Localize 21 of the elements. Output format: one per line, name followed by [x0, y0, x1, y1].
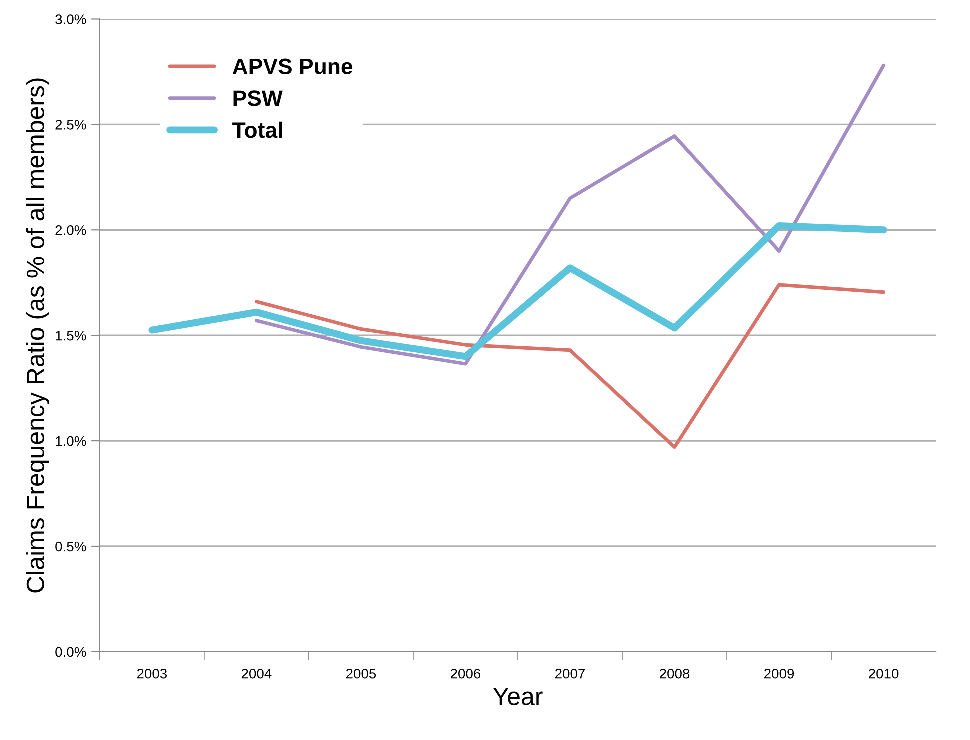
y-tick-label: 1.0% [56, 436, 86, 446]
x-tick-label: 2007 [555, 668, 585, 679]
legend-label: PSW [234, 90, 283, 106]
y-tick-label: 2.5% [56, 120, 86, 130]
x-tick-label: 2008 [660, 668, 690, 679]
y-tick-label: 2.0% [56, 225, 86, 236]
x-tick-label: 2006 [450, 668, 481, 679]
y-tick-label: 0.0% [56, 647, 86, 658]
y-tick-label: 0.5% [56, 542, 86, 552]
legend-label: APVS Pune [232, 58, 353, 75]
y-axis-title: Claims Frequency Ratio (as % of all members) [26, 78, 50, 593]
y-tick-label: 3.0% [56, 14, 86, 24]
x-tick-label: 2004 [242, 668, 272, 679]
x-tick-label: 2009 [764, 668, 794, 679]
x-tick-label: 2010 [869, 668, 899, 679]
x-tick-label: 2005 [346, 668, 376, 679]
y-tick-label: 1.5% [56, 330, 86, 341]
line-series [254, 283, 886, 450]
x-tick-label: 2003 [137, 668, 168, 679]
legend-label: Total [232, 122, 282, 138]
x-axis-title: Year [493, 688, 543, 706]
